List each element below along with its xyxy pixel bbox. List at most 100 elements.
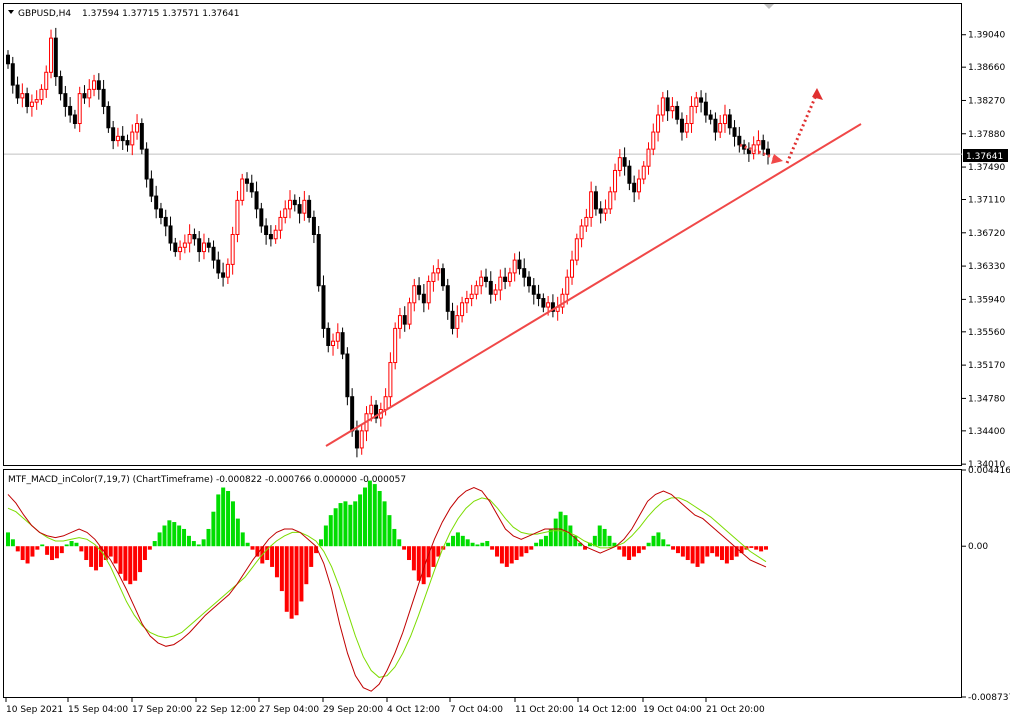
candle-bull: [201, 242, 206, 253]
candle-bear: [345, 353, 350, 398]
macd-bar-positive: [661, 539, 666, 547]
price-axis: 1.39040 1.38660 1.38270 1.37880 1.37490 1.371…: [962, 31, 1005, 470]
macd-bar-negative: [617, 546, 622, 550]
macd-bar-positive: [656, 532, 661, 547]
candle-bull: [240, 178, 245, 201]
time-tick-label: 19 Oct 04:00: [643, 705, 702, 715]
time-tick-label: 29 Sep 20:00: [323, 705, 383, 715]
candle-bear: [307, 199, 312, 218]
macd-bar-positive: [372, 484, 377, 547]
macd-bar-negative: [627, 546, 632, 561]
candle-bull: [512, 259, 517, 274]
candle-bear: [417, 285, 422, 295]
macd-bar-negative: [499, 546, 504, 564]
macd-bar-positive: [10, 539, 15, 547]
candle-bear: [746, 148, 751, 154]
time-tick-label: 7 Oct 04:00: [450, 705, 503, 715]
candle-bear: [340, 332, 345, 355]
candle-bull: [651, 131, 656, 150]
candle-bear: [149, 178, 154, 197]
candle-bull: [584, 216, 589, 227]
candle-bull: [493, 289, 498, 295]
candle-bear: [264, 225, 269, 236]
macd-bar-positive: [387, 515, 392, 547]
shift-marker-icon[interactable]: [764, 4, 774, 9]
macd-bar-positive: [196, 544, 201, 547]
macd-bar-negative: [724, 546, 729, 564]
candle-bear: [192, 234, 197, 240]
macd-bar-negative: [719, 546, 724, 561]
candle-bear: [541, 298, 546, 308]
candle-bear: [101, 88, 106, 107]
price-tick-label: 1.38270: [968, 96, 1005, 106]
macd-bar-negative: [583, 546, 588, 550]
chevron-down-icon[interactable]: [8, 10, 14, 14]
macd-bar-positive: [470, 542, 475, 547]
macd-bar-negative: [118, 546, 123, 574]
macd-bar-positive: [612, 542, 617, 547]
candle-bull: [460, 302, 465, 317]
macd-bar-negative: [59, 546, 64, 554]
macd-histogram: [6, 480, 768, 619]
candle-bear: [206, 242, 211, 248]
macd-bar-negative: [274, 546, 279, 578]
candle-bear: [679, 118, 684, 133]
candle-bull: [187, 234, 192, 244]
price-tick-label: 1.35560: [968, 328, 1005, 338]
candle-bear: [550, 302, 555, 312]
price-tick-label: 1.36330: [968, 262, 1005, 272]
macd-bar-negative: [715, 546, 720, 557]
macd-bar-negative: [142, 546, 147, 561]
macd-bar-negative: [54, 546, 59, 559]
macd-bar-positive: [201, 539, 206, 547]
macd-bar-negative: [45, 546, 50, 555]
candle-bull: [641, 165, 646, 180]
macd-bar-negative: [504, 546, 509, 567]
candle-bull: [722, 114, 727, 125]
candle-bear: [316, 234, 321, 287]
ohlc-values: 1.37594 1.37715 1.37571 1.37641: [82, 9, 239, 19]
macd-bar-negative: [421, 546, 426, 585]
candle-bear: [120, 135, 125, 142]
candle-bull: [469, 293, 474, 300]
macd-bar-negative: [284, 546, 289, 612]
candlestick-series: [6, 27, 770, 458]
macd-bar-positive: [162, 525, 167, 547]
macd-bar-positive: [460, 535, 465, 547]
candle-bear: [211, 246, 216, 261]
support-trendline[interactable]: [325, 123, 862, 447]
candle-bull: [369, 404, 374, 415]
macd-bar-positive: [666, 544, 671, 547]
candle-bear: [111, 127, 116, 142]
candle-bear: [732, 127, 737, 137]
candle-bear: [402, 315, 407, 325]
macd-bar-positive: [343, 501, 348, 547]
macd-bar-negative: [294, 546, 299, 616]
candle-bear: [259, 208, 264, 227]
candle-bear: [6, 54, 10, 65]
macd-bar-negative: [94, 546, 99, 571]
candle-bear: [766, 148, 770, 155]
macd-bar-positive: [177, 525, 182, 547]
macd-bar-negative: [314, 546, 319, 554]
candle-bull: [335, 332, 340, 342]
candle-bull: [393, 327, 398, 364]
candle-bull: [39, 88, 44, 101]
candle-bull: [474, 285, 479, 295]
candle-bull: [756, 140, 761, 146]
candle-bull: [455, 315, 460, 329]
candle-bear: [158, 208, 163, 218]
macd-bar-positive: [353, 501, 358, 547]
candle-bull: [288, 199, 293, 210]
candle-bull: [436, 268, 441, 274]
macd-bar-negative: [15, 546, 20, 552]
candle-bear: [440, 268, 445, 287]
candle-bull: [636, 178, 641, 193]
macd-bar-negative: [113, 546, 118, 564]
macd-bar-negative: [304, 546, 309, 585]
macd-bar-negative: [411, 546, 416, 571]
macd-bar-positive: [69, 541, 74, 547]
macd-bar-negative: [20, 546, 25, 561]
